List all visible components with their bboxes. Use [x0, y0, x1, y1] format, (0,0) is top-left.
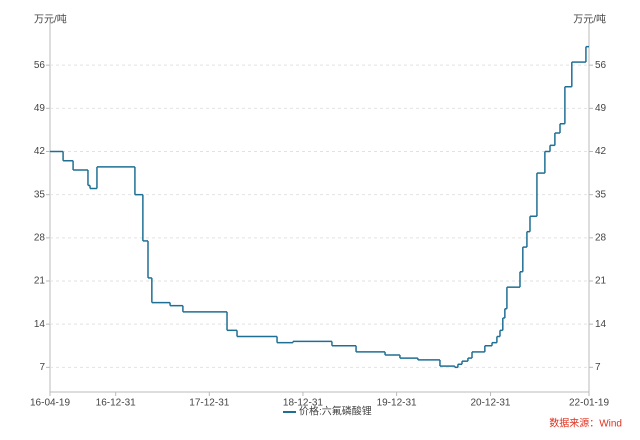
- x-tick-label: 19-12-31: [377, 398, 417, 409]
- y2-tick-label: 7: [595, 362, 601, 373]
- y-tick-label: 56: [34, 60, 46, 71]
- y2-axis-unit: 万元/吨: [573, 13, 606, 26]
- y2-tick-label: 49: [595, 103, 607, 114]
- x-tick-label: 16-04-19: [30, 398, 70, 409]
- y2-tick-label: 28: [595, 232, 607, 243]
- y-axis-unit: 万元/吨: [34, 13, 67, 26]
- y-tick-label: 28: [34, 232, 46, 243]
- y-tick-label: 14: [34, 319, 46, 330]
- source-note: 数据来源：Wind: [549, 417, 622, 430]
- y-tick-label: 21: [34, 276, 46, 287]
- x-tick-label: 17-12-31: [189, 398, 229, 409]
- x-tick-label: 18-12-31: [283, 398, 323, 409]
- y-tick-label: 49: [34, 103, 46, 114]
- y-tick-label: 42: [34, 146, 46, 157]
- y-tick-label: 35: [34, 189, 46, 200]
- x-tick-label: 20-12-31: [470, 398, 510, 409]
- y2-tick-label: 35: [595, 189, 607, 200]
- x-tick-label: 22-01-19: [569, 398, 609, 409]
- y2-tick-label: 21: [595, 276, 607, 287]
- y2-tick-label: 56: [595, 60, 607, 71]
- legend-label: 价格:六氟磷酸锂: [299, 405, 372, 418]
- y2-tick-label: 42: [595, 146, 607, 157]
- x-tick-label: 16-12-31: [96, 398, 136, 409]
- y-tick-label: 7: [39, 362, 45, 373]
- y2-tick-label: 14: [595, 319, 607, 330]
